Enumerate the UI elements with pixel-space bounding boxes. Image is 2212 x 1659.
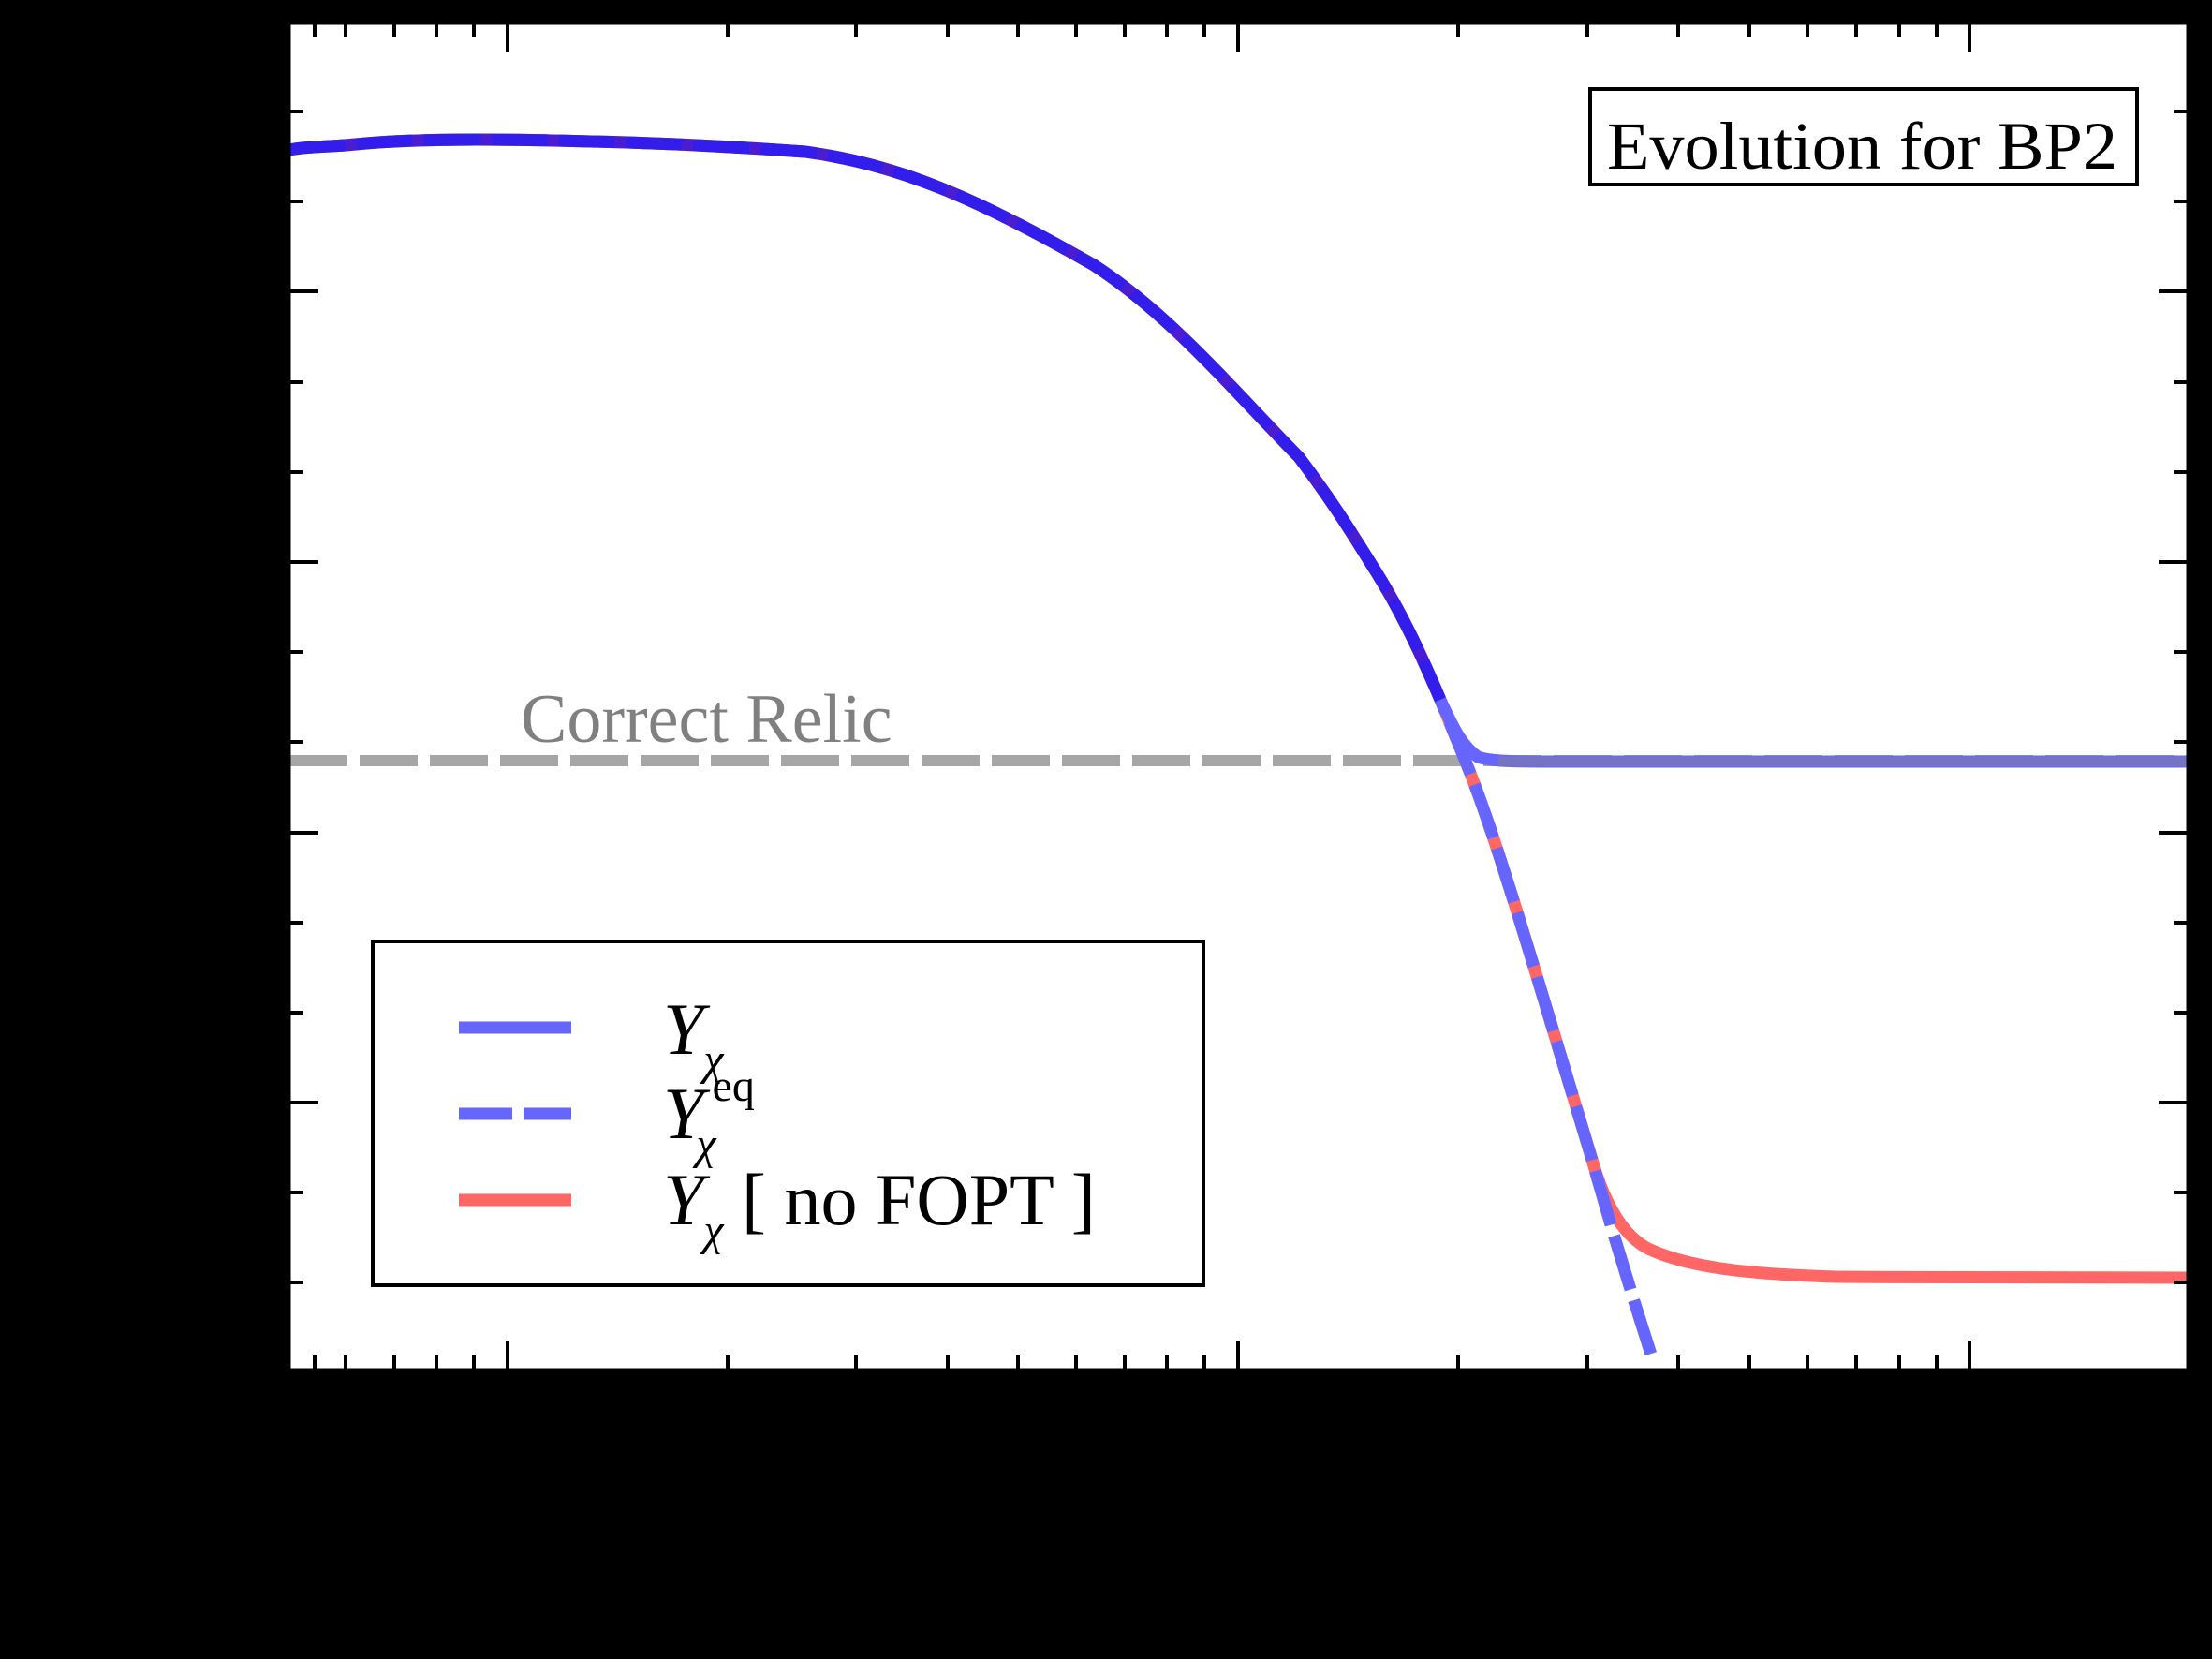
svg-text:Yχeq: Yχeq	[663, 1061, 755, 1169]
legend-symbol: Y	[663, 988, 711, 1070]
legend-item-yx: Yχ	[459, 988, 725, 1085]
svg-text:Yχ [ no FOPT ]: Yχ [ no FOPT ]	[663, 1159, 1096, 1255]
title-box: Evolution for BP2	[1588, 87, 2139, 186]
x-ticks	[313, 23, 2191, 1370]
svg-text:Yχ: Yχ	[663, 988, 725, 1085]
legend-item-yx-eq: Yχeq	[459, 1061, 755, 1169]
legend: Yχ Yχeq Yχ [ no FOPT ]	[371, 940, 1205, 1287]
legend-item-yx-no-fopt: Yχ [ no FOPT ]	[459, 1159, 1096, 1255]
correct-relic-label: Correct Relic	[521, 681, 892, 758]
chart-title: Evolution for BP2	[1607, 109, 2117, 184]
series-yx	[288, 133, 2188, 768]
y-ticks	[289, 110, 2188, 1284]
